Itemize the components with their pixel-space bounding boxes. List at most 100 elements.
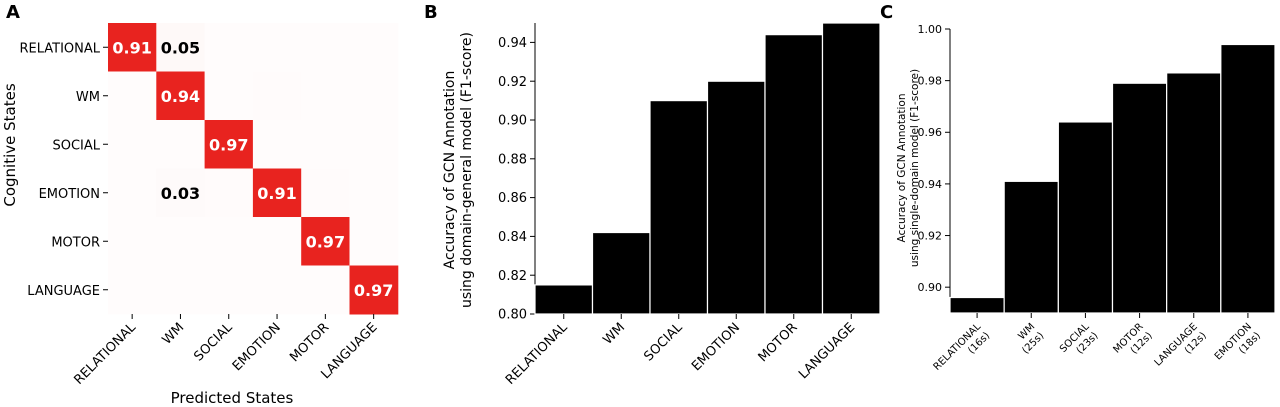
bar-c-bars bbox=[949, 43, 1276, 314]
heatmap-cell-label: 0.91 bbox=[257, 184, 296, 203]
heatmap-cell-label: 0.94 bbox=[161, 87, 200, 106]
heatmap-cell bbox=[349, 71, 399, 121]
bar bbox=[1003, 180, 1059, 314]
heatmap-cell-label: 0.97 bbox=[306, 232, 345, 251]
y-tick-label: 0.94 bbox=[918, 178, 943, 191]
confusion-matrix-panel: 0.91 0.05 0.94 0.97 0.03 0.91 0.97 0.97 RELATIO… bbox=[1, 23, 399, 407]
heatmap-cell bbox=[156, 120, 206, 169]
heatmap-cell bbox=[156, 217, 206, 266]
heatmap-row-label: SOCIAL bbox=[52, 138, 100, 153]
x-tick-label: EMOTION bbox=[689, 320, 743, 374]
y-tick-label: 0.90 bbox=[918, 281, 943, 294]
heatmap-row-label: RELATIONAL bbox=[19, 41, 100, 56]
bar bbox=[1220, 43, 1276, 314]
bar bbox=[1057, 121, 1114, 314]
heatmap-row-label: LANGUAGE bbox=[27, 284, 100, 299]
y-tick-label: 0.90 bbox=[498, 114, 527, 129]
heatmap-cell bbox=[301, 265, 350, 315]
heatmap-cell-label: 0.05 bbox=[161, 38, 200, 57]
y-tick-label: 0.84 bbox=[498, 230, 527, 245]
heatmap-cell bbox=[204, 217, 254, 266]
heatmap-cell bbox=[156, 23, 206, 72]
heatmap-cell bbox=[252, 265, 302, 315]
x-tick-label: RELATIONAL bbox=[503, 320, 571, 388]
heatmap-cell bbox=[156, 71, 206, 121]
heatmap-cells: 0.91 0.05 0.94 0.97 0.03 0.91 0.97 0.97 bbox=[108, 23, 399, 315]
heatmap-cell bbox=[349, 23, 399, 72]
bar-b-bars bbox=[534, 22, 881, 315]
heatmap-cell bbox=[156, 168, 206, 218]
heatmap-row-label: MOTOR bbox=[51, 235, 100, 250]
heatmap-cell bbox=[349, 265, 399, 315]
bar bbox=[649, 99, 709, 315]
heatmap-col-label: MOTOR bbox=[287, 320, 332, 365]
heatmap-col-label: WM bbox=[160, 320, 188, 348]
y-tick-label: 0.80 bbox=[498, 308, 527, 323]
domain-general-bar-panel: 0.80 0.82 0.84 0.86 0.88 0.90 0.92 0.94 RELATIO… bbox=[442, 22, 881, 388]
heatmap-col-label: EMOTION bbox=[230, 320, 284, 374]
y-tick-label: 0.98 bbox=[918, 74, 943, 87]
y-tick-label: 0.92 bbox=[498, 75, 527, 90]
bar bbox=[764, 34, 824, 315]
heatmap-cell bbox=[349, 217, 399, 266]
heatmap-cell bbox=[252, 168, 302, 218]
heatmap-cell-label: 0.03 bbox=[161, 184, 200, 203]
bar-c-y-axis-title-line2: using single-domain model (F1-score) bbox=[909, 69, 921, 267]
bar bbox=[1166, 72, 1222, 314]
y-tick-label: 0.96 bbox=[918, 126, 943, 139]
heatmap-cell bbox=[204, 23, 254, 72]
y-tick-label: 0.94 bbox=[498, 36, 527, 51]
y-tick-label: 0.92 bbox=[918, 229, 943, 242]
bar-b-y-axis-title-line1: Accuracy of GCN Annotation bbox=[442, 71, 458, 270]
bar bbox=[706, 80, 766, 315]
heatmap-cell bbox=[349, 168, 399, 218]
heatmap-cell bbox=[204, 71, 254, 121]
bar bbox=[591, 231, 651, 315]
heatmap-cell bbox=[204, 120, 254, 169]
heatmap-cell bbox=[301, 23, 350, 72]
bar-b-y-axis-title-line2: using domain-general model (F1-score) bbox=[459, 32, 475, 308]
heatmap-cell bbox=[108, 168, 157, 218]
heatmap-cell bbox=[108, 23, 157, 72]
heatmap-col-label: RELATIONAL bbox=[71, 320, 139, 388]
heatmap-cell bbox=[204, 265, 254, 315]
x-tick-label: LANGUAGE bbox=[796, 320, 858, 382]
heatmap-cell bbox=[252, 23, 302, 72]
x-tick-label: WM bbox=[600, 320, 628, 348]
x-tick-label: SOCIAL bbox=[641, 320, 686, 365]
heatmap-y-axis-title: Cognitive States bbox=[1, 83, 19, 206]
heatmap-cell bbox=[108, 217, 157, 266]
heatmap-cell-label: 0.97 bbox=[354, 281, 393, 300]
bar bbox=[949, 296, 1005, 314]
single-domain-bar-panel: 0.90 0.92 0.94 0.96 0.98 1.00 RELATIONAL(16s)… bbox=[896, 23, 1276, 373]
heatmap-cell bbox=[252, 120, 302, 169]
heatmap-row-label: EMOTION bbox=[39, 187, 100, 202]
y-tick-label: 1.00 bbox=[918, 23, 943, 36]
y-tick-label: 0.86 bbox=[498, 191, 527, 206]
panel-letter-c: C bbox=[880, 2, 893, 23]
heatmap-cell bbox=[301, 217, 350, 266]
heatmap-cell bbox=[349, 120, 399, 169]
heatmap-cell bbox=[301, 120, 350, 169]
heatmap-cell bbox=[252, 71, 302, 121]
bar bbox=[821, 22, 881, 315]
heatmap-cell bbox=[301, 71, 350, 121]
heatmap-cell bbox=[252, 217, 302, 266]
bar-c-y-axis-title-line1: Accuracy of GCN Annotation bbox=[896, 94, 908, 243]
y-tick-label: 0.82 bbox=[498, 269, 527, 284]
heatmap-cell bbox=[156, 265, 206, 315]
heatmap-cell bbox=[301, 168, 350, 218]
heatmap-col-label: SOCIAL bbox=[191, 320, 236, 365]
bar bbox=[534, 284, 594, 315]
heatmap-cell-label: 0.97 bbox=[209, 135, 248, 154]
bar-c-x-labels: RELATIONAL(16s) WM(25s) SOCIAL(23s) MOTOR(1… bbox=[932, 313, 1263, 373]
heatmap-cell bbox=[108, 120, 157, 169]
x-tick-label: MOTOR bbox=[756, 320, 801, 365]
heatmap-cell bbox=[108, 71, 157, 121]
heatmap-cell-label: 0.91 bbox=[112, 38, 151, 57]
heatmap-row-labels: RELATIONAL WM SOCIAL EMOTION MOTOR LANGUAGE bbox=[19, 41, 108, 299]
panel-letter-b: B bbox=[424, 2, 438, 23]
